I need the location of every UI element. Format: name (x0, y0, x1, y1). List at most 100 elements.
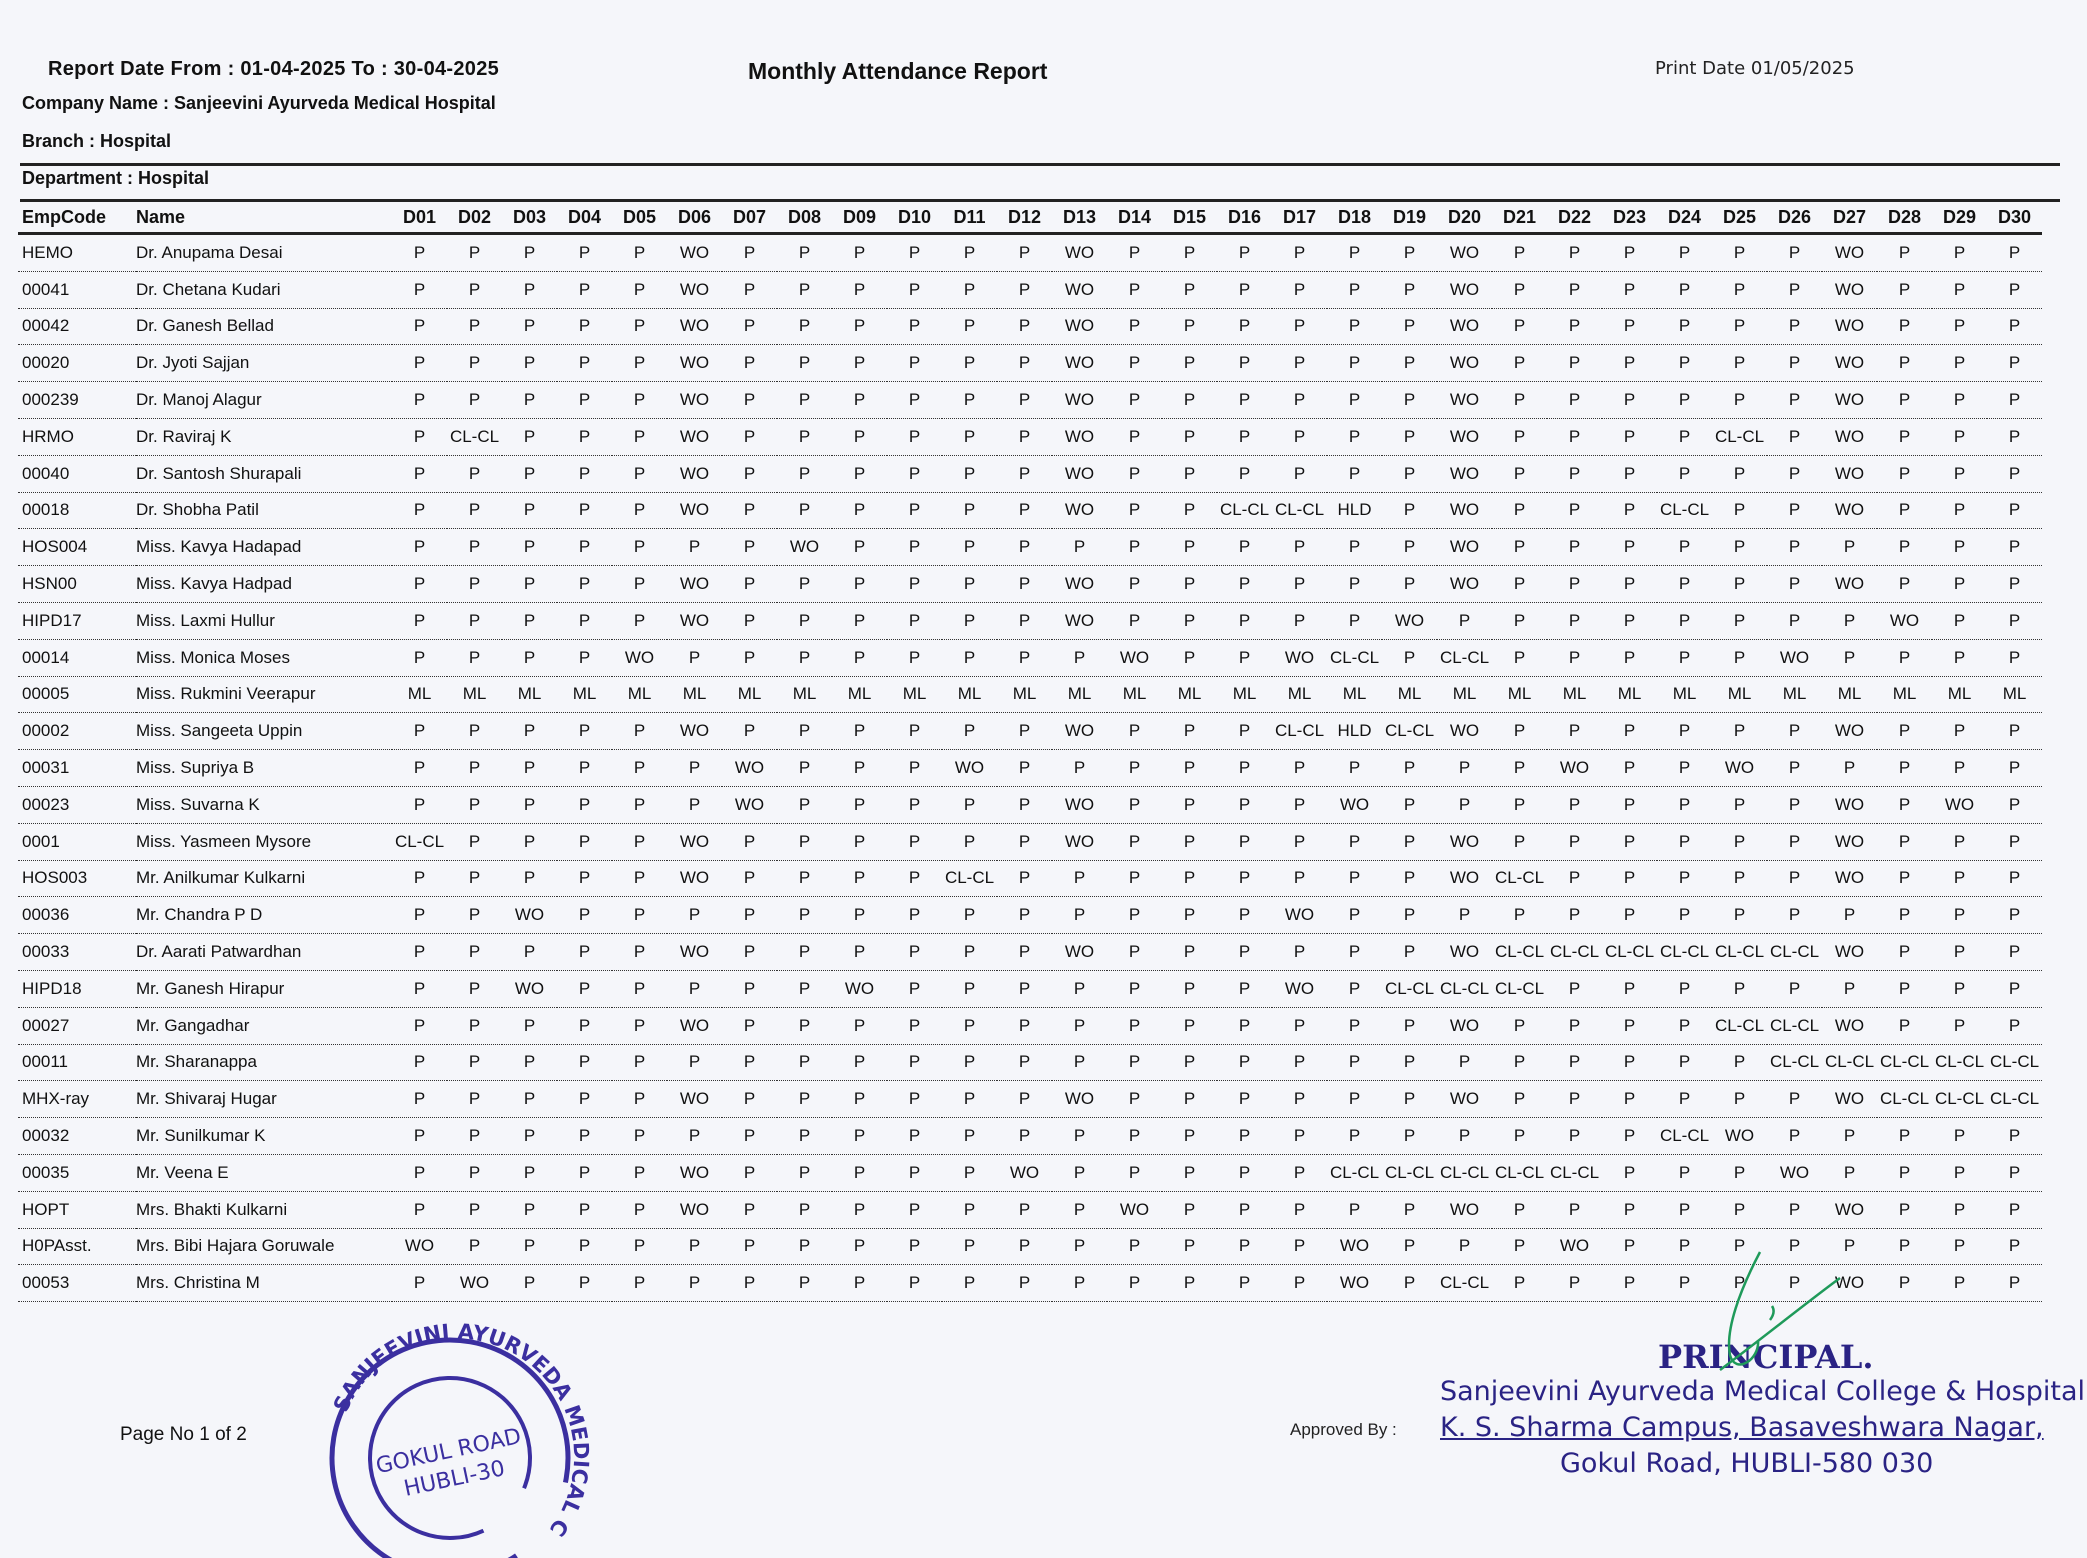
attendance-cell: P (612, 1007, 667, 1045)
attendance-cell: P (502, 271, 557, 309)
attendance-cell: P (612, 933, 667, 971)
attendance-cell: WO (1052, 602, 1107, 640)
emp-code: 0001 (18, 823, 136, 861)
attendance-cell: P (1272, 381, 1327, 419)
attendance-cell: ML (1822, 676, 1877, 714)
attendance-cell: P (1382, 492, 1437, 530)
attendance-cell: P (832, 1228, 887, 1266)
attendance-cell: P (1272, 1117, 1327, 1155)
attendance-cell: P (887, 896, 942, 935)
attendance-cell: P (777, 233, 832, 272)
attendance-cell: P (722, 565, 777, 603)
attendance-cell: P (557, 749, 612, 787)
attendance-cell: P (887, 233, 942, 272)
attendance-cell: P (777, 970, 832, 1008)
attendance-cell: P (887, 749, 942, 787)
attendance-cell: P (722, 1007, 777, 1045)
principal-title: PRINCIPAL. (1658, 1338, 1874, 1376)
attendance-cell: P (832, 823, 887, 861)
emp-code: 00005 (18, 676, 136, 714)
attendance-cell: P (887, 565, 942, 603)
attendance-cell: P (997, 308, 1052, 346)
attendance-cell: P (997, 1117, 1052, 1155)
attendance-cell: P (1382, 1117, 1437, 1155)
attendance-cell: P (1107, 1080, 1162, 1119)
attendance-cell: P (777, 492, 832, 530)
attendance-cell: P (667, 639, 722, 677)
attendance-cell: WO (667, 418, 722, 456)
attendance-cell: P (1107, 528, 1162, 567)
attendance-cell: WO (667, 565, 722, 603)
attendance-cell: P (1217, 1007, 1272, 1045)
attendance-cell: CL-CL (1712, 933, 1767, 971)
emp-code: 00040 (18, 455, 136, 493)
attendance-cell: P (942, 602, 997, 640)
emp-name: Dr. Anupama Desai (136, 233, 392, 272)
attendance-cell: P (887, 308, 942, 346)
attendance-cell: CL-CL (1712, 418, 1767, 456)
attendance-cell: P (1382, 933, 1437, 971)
attendance-cell: P (1877, 786, 1932, 824)
header-day-d09: D09 (832, 202, 887, 235)
attendance-cell: CL-CL (1767, 1007, 1822, 1045)
attendance-cell: P (1272, 1154, 1327, 1192)
attendance-cell: P (557, 271, 612, 309)
attendance-cell: P (447, 344, 502, 383)
attendance-cell: P (1272, 1264, 1327, 1303)
attendance-cell: P (1437, 896, 1492, 935)
attendance-cell: P (1712, 712, 1767, 751)
attendance-cell: P (1492, 565, 1547, 603)
attendance-cell: ML (887, 676, 942, 714)
attendance-cell: P (1987, 1154, 2042, 1192)
attendance-cell: ML (1712, 676, 1767, 714)
attendance-cell: P (942, 528, 997, 567)
attendance-cell: P (997, 712, 1052, 751)
attendance-cell: P (777, 933, 832, 971)
attendance-cell: P (1767, 233, 1822, 272)
attendance-cell: P (1162, 1154, 1217, 1192)
attendance-cell: P (1987, 749, 2042, 787)
attendance-cell: P (942, 1154, 997, 1192)
attendance-cell: P (502, 749, 557, 787)
attendance-cell: P (832, 344, 887, 383)
attendance-cell: P (887, 344, 942, 383)
attendance-cell: P (777, 602, 832, 640)
attendance-cell: P (722, 1191, 777, 1229)
attendance-cell: P (997, 1264, 1052, 1303)
attendance-cell: P (997, 749, 1052, 787)
attendance-cell: P (1052, 749, 1107, 787)
attendance-cell: P (942, 1080, 997, 1119)
attendance-cell: P (1382, 860, 1437, 898)
attendance-cell: P (1492, 271, 1547, 309)
attendance-cell: P (1547, 1264, 1602, 1303)
attendance-cell: P (392, 455, 447, 493)
emp-code: 00020 (18, 344, 136, 383)
attendance-cell: P (1327, 823, 1382, 861)
attendance-cell: P (1932, 528, 1987, 567)
emp-name: Miss. Rukmini Veerapur (136, 676, 392, 714)
attendance-cell: P (997, 639, 1052, 677)
attendance-cell: P (777, 1264, 832, 1303)
attendance-cell: P (1327, 1117, 1382, 1155)
attendance-cell: P (1987, 602, 2042, 640)
attendance-cell: P (557, 823, 612, 861)
attendance-cell: P (997, 1080, 1052, 1119)
attendance-cell: WO (1327, 1264, 1382, 1303)
emp-name: Dr. Aarati Patwardhan (136, 933, 392, 971)
attendance-cell: P (1272, 1080, 1327, 1119)
header-day-d18: D18 (1327, 202, 1382, 235)
attendance-cell: P (1987, 823, 2042, 861)
attendance-cell: P (997, 492, 1052, 530)
attendance-cell: P (1327, 418, 1382, 456)
attendance-cell: P (1162, 455, 1217, 493)
attendance-cell: P (1987, 896, 2042, 935)
attendance-cell: ML (1492, 676, 1547, 714)
attendance-cell: P (612, 308, 667, 346)
attendance-cell: P (777, 1080, 832, 1119)
attendance-cell: P (1162, 528, 1217, 567)
attendance-cell: P (832, 271, 887, 309)
attendance-cell: P (1327, 1044, 1382, 1082)
attendance-cell: P (777, 639, 832, 677)
attendance-cell: P (1932, 492, 1987, 530)
attendance-cell: P (942, 271, 997, 309)
